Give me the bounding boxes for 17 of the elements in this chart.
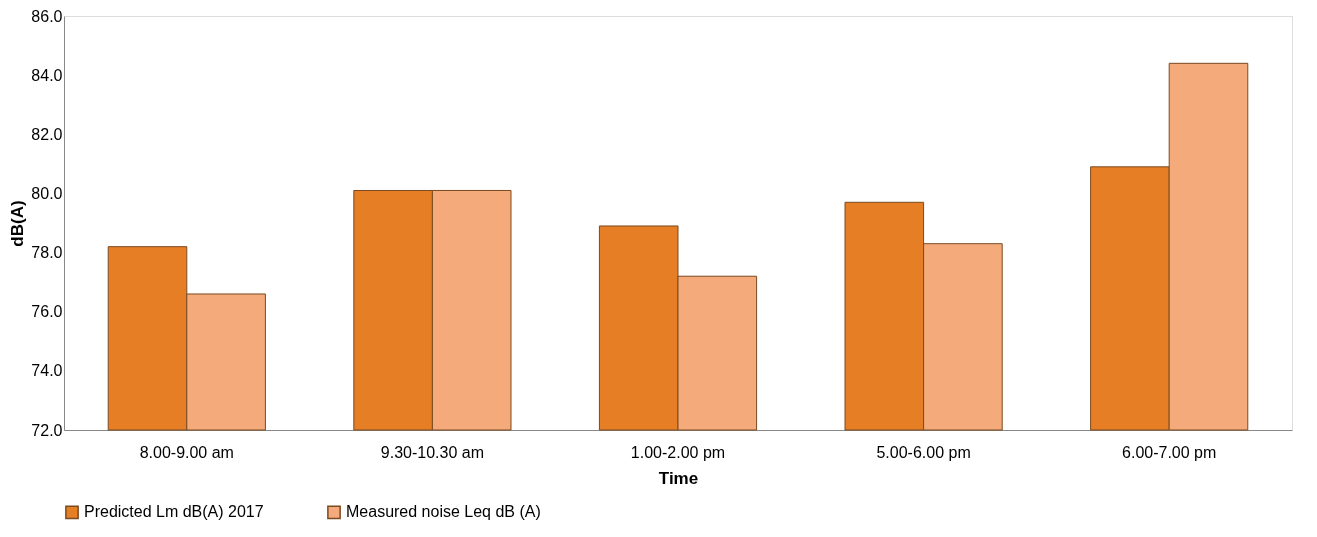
x-axis-title: Time [658,468,699,488]
y-axis-title: dB(A) [8,200,28,247]
x-tick-label: 1.00-2.00 pm [630,443,726,461]
y-tick-label: 74.0 [31,362,63,380]
y-tick-label: 82.0 [31,125,63,143]
x-tick-label: 5.00-6.00 pm [876,443,971,461]
legend-label: Predicted Lm dB(A) 2017 [84,503,264,521]
y-tick-label: 86.0 [31,7,63,25]
x-tick-label: 8.00-9.00 am [139,443,234,461]
x-tick-label: 9.30-10.30 am [380,443,484,461]
x-tick-label: 6.00-7.00 pm [1122,443,1217,461]
y-tick-label: 72.0 [31,421,63,439]
y-tick-label: 76.0 [31,303,63,321]
y-tick-label: 84.0 [31,66,63,84]
y-tick-label: 80.0 [31,184,63,202]
y-tick-label: 78.0 [31,244,63,262]
legend-label: Measured noise Leq dB (A) [346,503,541,521]
